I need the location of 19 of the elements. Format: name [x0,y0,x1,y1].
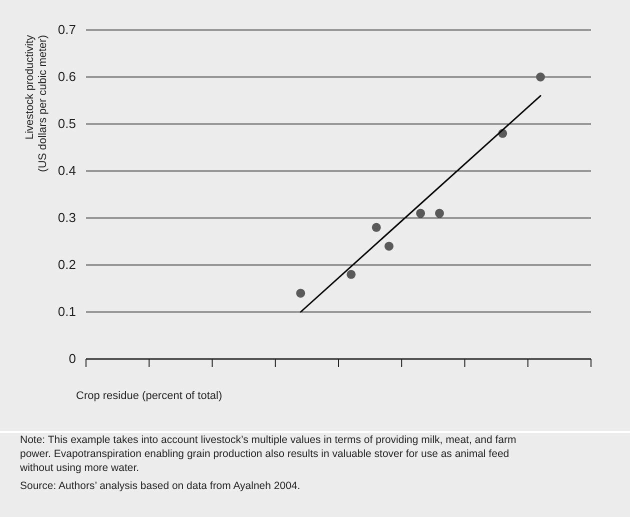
point [435,208,444,218]
y-tick-label: 0.4 [58,163,76,178]
point [372,222,381,232]
y-axis-title: Livestock productivity (US dollars per cubic meter) [24,34,49,172]
point [416,208,426,218]
y-tick-label: 0.2 [58,257,76,272]
y-tick-label: 0.3 [58,210,76,225]
point [536,72,545,82]
y-tick-label: 0.1 [58,304,76,319]
text: Note: This example takes into account livestock’s multiple values in terms of providing milk, meat, and farm power. Evapotranspiration enabling grain production also results in valuable stover for use as animal feed without using more water. [19,434,516,474]
point [346,270,356,279]
y-tick-label: 0.5 [58,116,76,131]
y-tick-label: 0.6 [58,69,76,84]
point [384,242,394,251]
y-tick-label: 0 [68,351,76,366]
x-axis-title: Crop residue (percent of total) [76,390,222,402]
point [296,288,306,298]
y-tick-label: 0.7 [58,22,76,37]
source-note: Source: Authors’ analysis based on data from Ayalneh 2004. [20,480,300,492]
